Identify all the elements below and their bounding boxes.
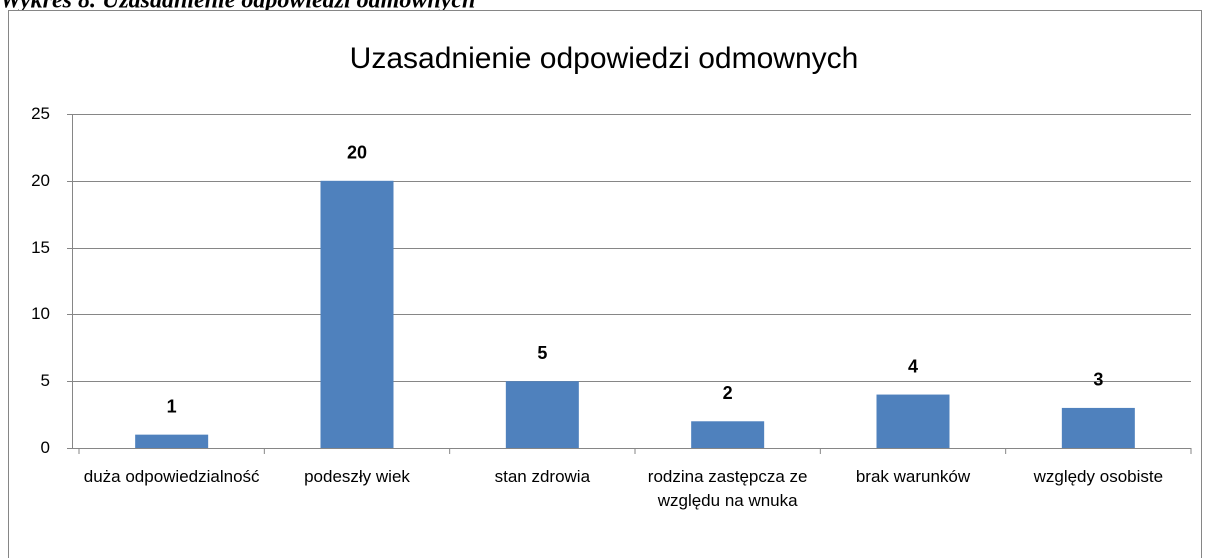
y-tick-label: 10 — [31, 304, 50, 323]
bar — [1061, 407, 1135, 448]
x-tick-label: stan zdrowia — [494, 467, 591, 486]
bar — [691, 421, 765, 448]
data-label: 2 — [723, 383, 733, 403]
data-label: 20 — [347, 143, 367, 163]
y-tick-label: 5 — [41, 371, 50, 390]
y-tick-label: 0 — [41, 438, 50, 457]
data-label: 1 — [167, 396, 177, 416]
bar — [320, 180, 394, 449]
x-tick-label: względy osobiste — [1033, 467, 1164, 486]
x-tick-label: duża odpowiedzialność — [83, 467, 260, 486]
y-tick-label: 25 — [31, 104, 50, 123]
data-label: 5 — [537, 343, 547, 363]
data-label: 4 — [908, 356, 918, 376]
bar — [505, 381, 579, 448]
x-tick-label: rodzina zastępcza ze względu na wnuka — [647, 467, 808, 510]
bar — [876, 394, 950, 448]
data-label: 3 — [1093, 370, 1103, 390]
y-tick-label: 20 — [31, 171, 50, 190]
x-tick-label: podeszły wiek — [304, 467, 410, 486]
chart-frame — [8, 10, 1202, 558]
x-tick-label: brak warunków — [855, 467, 971, 486]
y-tick-label: 15 — [31, 238, 50, 257]
bar — [135, 434, 209, 448]
chart-title: Uzasadnienie odpowiedzi odmownych — [350, 42, 859, 75]
